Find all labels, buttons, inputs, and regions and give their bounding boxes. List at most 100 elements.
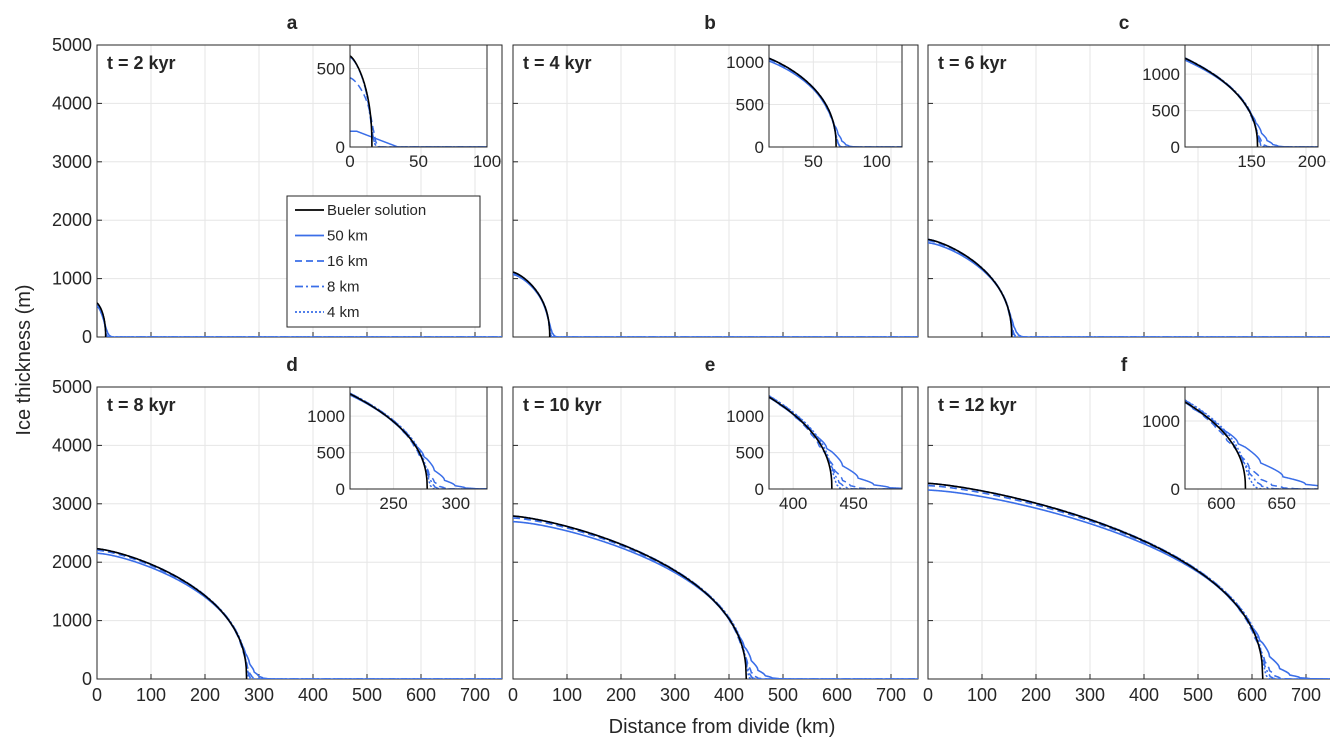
inset-y-tick-label: 0 [1171, 480, 1180, 499]
inset-series-group [1185, 57, 1318, 147]
series-bueler [513, 515, 748, 679]
time-label: t = 8 kyr [107, 395, 176, 415]
series-4km [513, 271, 918, 337]
inset-y-tick-label: 0 [336, 138, 345, 157]
x-tick-label: 700 [460, 685, 490, 705]
x-tick-label: 300 [244, 685, 274, 705]
inset-x-tick-label: 250 [379, 494, 407, 513]
x-tick-label: 200 [606, 685, 636, 705]
inset-frame [349, 386, 488, 490]
series-4km [513, 515, 918, 679]
inset-series-bueler [350, 393, 429, 489]
inset-c: 150 200 0 500 1000 [1142, 44, 1326, 171]
x-tick-label: 600 [1237, 685, 1267, 705]
inset-series-group [769, 395, 902, 489]
series-bueler [97, 547, 248, 679]
inset-x-tick-label: 650 [1268, 494, 1296, 513]
series-8km [928, 238, 1330, 337]
inset-e: 400 450 0 500 1000 [726, 386, 903, 513]
x-tick-label: 400 [714, 685, 744, 705]
inset-background [350, 387, 487, 489]
legend-label-3: 8 km [327, 279, 360, 296]
inset-background [1185, 387, 1318, 489]
inset-y-tick-label: 1000 [726, 53, 764, 72]
legend-label-0: Bueler solution [327, 202, 426, 219]
panel-letter-label: d [286, 355, 298, 376]
inset-y-tick-label: 0 [336, 480, 345, 499]
x-axis-title: Distance from divide (km) [609, 716, 836, 738]
x-tick-label: 600 [822, 685, 852, 705]
inset-a: 0 50 100 0 500 [317, 44, 501, 171]
time-label: t = 4 kyr [523, 53, 592, 73]
axes-frame [927, 386, 1330, 680]
inset-background [769, 387, 902, 489]
x-tick-label: 200 [190, 685, 220, 705]
inset-frame [1184, 386, 1319, 490]
time-label: t = 12 kyr [938, 395, 1017, 415]
x-tick-label: 500 [352, 685, 382, 705]
inset-frame [1184, 44, 1319, 148]
y-tick-label: 1000 [52, 611, 92, 631]
series-bueler [928, 482, 1264, 679]
inset-frame [349, 44, 488, 148]
x-tick-label: 100 [552, 685, 582, 705]
panel-letter-label: b [704, 13, 716, 34]
inset-x-tick-label: 100 [862, 152, 890, 171]
series-16km [513, 272, 918, 337]
inset-frame [768, 44, 903, 148]
series-group [97, 547, 502, 679]
inset-y-tick-label: 0 [755, 138, 764, 157]
x-tick-label: 300 [1075, 685, 1105, 705]
y-tick-label: 5000 [52, 35, 92, 55]
series-group [513, 515, 918, 679]
series-8km [513, 271, 918, 337]
inset-series-8km [769, 395, 902, 489]
series-bueler [928, 238, 1013, 337]
y-tick-label: 0 [82, 669, 92, 689]
inset-y-tick-label: 1000 [1142, 412, 1180, 431]
inset-y-tick-label: 0 [1171, 138, 1180, 157]
x-tick-label: 500 [768, 685, 798, 705]
y-tick-label: 2000 [52, 210, 92, 230]
series-bueler [513, 271, 551, 337]
inset-series-4km [350, 392, 487, 489]
series-bueler [97, 302, 107, 337]
series-50km [97, 552, 502, 679]
time-label: t = 10 kyr [523, 395, 602, 415]
panel-f: 0 100 200 300 400 500 600 700 f t = 12 kyr 600 650 0… [923, 355, 1330, 705]
series-4km [97, 548, 502, 679]
series-4km [928, 238, 1330, 337]
inset-y-tick-label: 500 [317, 60, 345, 79]
legend-label-2: 16 km [327, 253, 368, 270]
x-tick-label: 400 [298, 685, 328, 705]
y-tick-label: 4000 [52, 435, 92, 455]
inset-series-8km [1185, 399, 1318, 489]
x-tick-label: 400 [1129, 685, 1159, 705]
inset-y-tick-label: 500 [317, 444, 345, 463]
inset-series-bueler [769, 57, 837, 147]
series-group [513, 271, 918, 337]
inset-x-tick-label: 0 [345, 152, 354, 171]
inset-series-bueler [1185, 401, 1247, 489]
time-label: t = 2 kyr [107, 53, 176, 73]
axes-frame [512, 386, 919, 680]
inset-frame [768, 386, 903, 490]
x-tick-label: 500 [1183, 685, 1213, 705]
inset-series-group [1185, 399, 1318, 489]
x-tick-label: 600 [406, 685, 436, 705]
y-axis-title: Ice thickness (m) [13, 284, 35, 435]
inset-x-tick-label: 450 [839, 494, 867, 513]
inset-series-bueler [350, 55, 373, 147]
x-tick-label: 700 [876, 685, 906, 705]
x-tick-label: 0 [508, 685, 518, 705]
y-tick-label: 5000 [52, 377, 92, 397]
inset-x-tick-label: 200 [1298, 152, 1326, 171]
x-tick-label: 700 [1291, 685, 1321, 705]
inset-y-tick-label: 500 [736, 444, 764, 463]
inset-series-group [350, 392, 487, 489]
